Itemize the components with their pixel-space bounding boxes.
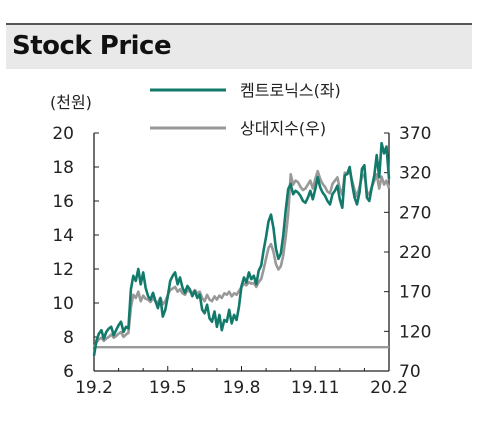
left-tick-label: 16 <box>52 192 74 212</box>
left-tick-label: 20 <box>52 124 74 144</box>
header-rule <box>6 23 472 25</box>
section-header: Stock Price <box>6 25 472 69</box>
page-title: Stock Price <box>12 31 172 61</box>
left-tick-label: 8 <box>63 328 74 348</box>
right-tick-label: 120 <box>399 322 431 342</box>
right-tick-label: 70 <box>399 362 421 382</box>
right-tick-label: 270 <box>399 203 431 223</box>
left-tick-label: 12 <box>52 260 74 280</box>
left-tick-label: 6 <box>63 362 74 382</box>
chart-series <box>92 141 391 356</box>
left-tick-label: 14 <box>52 226 74 246</box>
series-line-chemtronics <box>92 141 391 356</box>
chart-legend: 켐트로닉스(좌) 상대지수(우) <box>150 81 341 138</box>
chart-axes: 6 8 10 12 14 16 18 20 70 120 170 220 270 320 370 19.2 19… <box>50 93 431 398</box>
right-tick-label: 170 <box>399 283 431 303</box>
x-tick-label: 19.2 <box>75 378 113 398</box>
x-tick-label: 19.11 <box>291 378 340 398</box>
right-tick-label: 320 <box>399 164 431 184</box>
x-tick-label: 20.2 <box>370 378 408 398</box>
left-axis-unit: (천원) <box>50 93 92 112</box>
x-tick-label: 19.8 <box>223 378 261 398</box>
right-tick-label: 370 <box>399 124 431 144</box>
legend-item-relative-index-label: 상대지수(우) <box>240 119 326 138</box>
left-tick-label: 10 <box>52 294 74 314</box>
left-tick-label: 18 <box>52 158 74 178</box>
series-line-relative-index <box>92 169 391 348</box>
right-tick-label: 220 <box>399 243 431 263</box>
x-tick-label: 19.5 <box>149 378 187 398</box>
legend-item-chemtronics-label: 켐트로닉스(좌) <box>240 81 341 100</box>
